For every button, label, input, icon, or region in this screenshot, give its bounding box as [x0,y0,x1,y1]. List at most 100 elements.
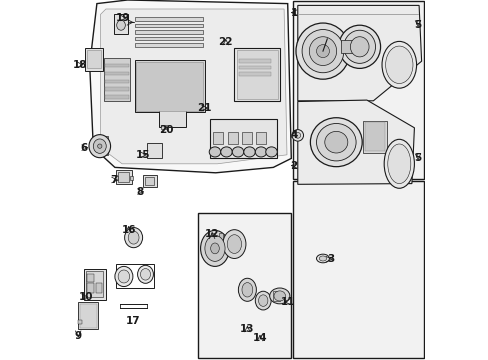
Bar [142,175,156,187]
Text: 1: 1 [290,8,297,18]
Ellipse shape [124,228,142,248]
Bar [104,80,129,83]
Text: 12: 12 [204,229,219,239]
Bar [239,59,271,63]
Text: 11: 11 [280,297,294,307]
Bar [197,213,291,358]
Ellipse shape [343,30,375,63]
Ellipse shape [316,254,329,263]
Bar [87,50,101,68]
Ellipse shape [128,231,139,244]
Bar [234,48,280,101]
Ellipse shape [349,37,368,57]
Bar [365,122,384,151]
Ellipse shape [269,288,289,304]
Ellipse shape [295,23,349,79]
Text: 5: 5 [413,20,421,30]
Ellipse shape [310,118,362,167]
Ellipse shape [302,30,343,73]
Bar [236,50,277,99]
Text: 16: 16 [121,225,136,235]
Text: 9: 9 [75,330,81,341]
Ellipse shape [220,147,232,157]
Bar [78,302,98,329]
Ellipse shape [319,256,326,261]
Ellipse shape [242,283,252,297]
Bar [118,172,128,182]
Text: 19: 19 [115,13,130,23]
Polygon shape [297,100,413,184]
Bar [363,121,386,153]
Bar [213,132,223,144]
Ellipse shape [265,147,277,157]
Ellipse shape [384,139,413,188]
Ellipse shape [200,230,229,266]
Ellipse shape [89,135,110,158]
Bar [104,95,129,99]
Bar [242,132,251,144]
Ellipse shape [227,235,241,253]
Bar [130,176,133,180]
Ellipse shape [273,291,285,301]
Bar [256,132,266,144]
Bar [115,176,118,180]
Bar [114,14,127,34]
Ellipse shape [232,147,244,157]
Bar [87,283,94,293]
Ellipse shape [316,45,329,58]
Polygon shape [89,0,291,173]
Ellipse shape [258,295,267,306]
Bar [87,274,94,282]
Ellipse shape [294,132,300,138]
Text: 17: 17 [126,316,141,326]
Bar [292,1,423,179]
Bar [96,283,102,293]
Bar [159,108,185,127]
Bar [227,132,237,144]
Text: 8: 8 [136,186,143,197]
Ellipse shape [255,147,266,157]
Bar [340,40,353,53]
Bar [146,143,162,158]
Bar [134,17,203,21]
Polygon shape [101,9,286,164]
Bar [104,72,129,75]
Text: 20: 20 [159,125,173,135]
Ellipse shape [137,265,153,283]
Ellipse shape [385,46,412,84]
Bar [239,66,271,69]
Bar [272,291,279,301]
Bar [115,170,132,184]
Bar [80,304,97,328]
Ellipse shape [338,25,380,68]
Text: 18: 18 [72,60,87,70]
Ellipse shape [223,230,245,258]
Text: 14: 14 [252,333,267,343]
Bar [136,62,203,111]
Ellipse shape [316,123,355,161]
Bar [161,125,168,129]
Text: 21: 21 [197,103,211,113]
Ellipse shape [309,37,336,66]
Text: 3: 3 [326,254,334,264]
Text: 10: 10 [79,292,93,302]
Bar [78,320,82,324]
Bar [85,48,102,71]
Bar [239,72,271,76]
Bar [104,64,129,67]
Bar [92,136,107,155]
Ellipse shape [381,41,416,88]
Text: 22: 22 [218,37,233,48]
Text: 4: 4 [290,130,297,140]
Bar [84,269,106,300]
Ellipse shape [209,147,220,157]
Ellipse shape [244,147,255,157]
Ellipse shape [210,243,219,254]
Bar [134,60,204,112]
Text: 6: 6 [81,143,88,153]
Bar [104,87,129,91]
Ellipse shape [204,235,224,261]
Ellipse shape [238,278,256,301]
Bar [292,181,423,358]
Bar [210,119,276,158]
